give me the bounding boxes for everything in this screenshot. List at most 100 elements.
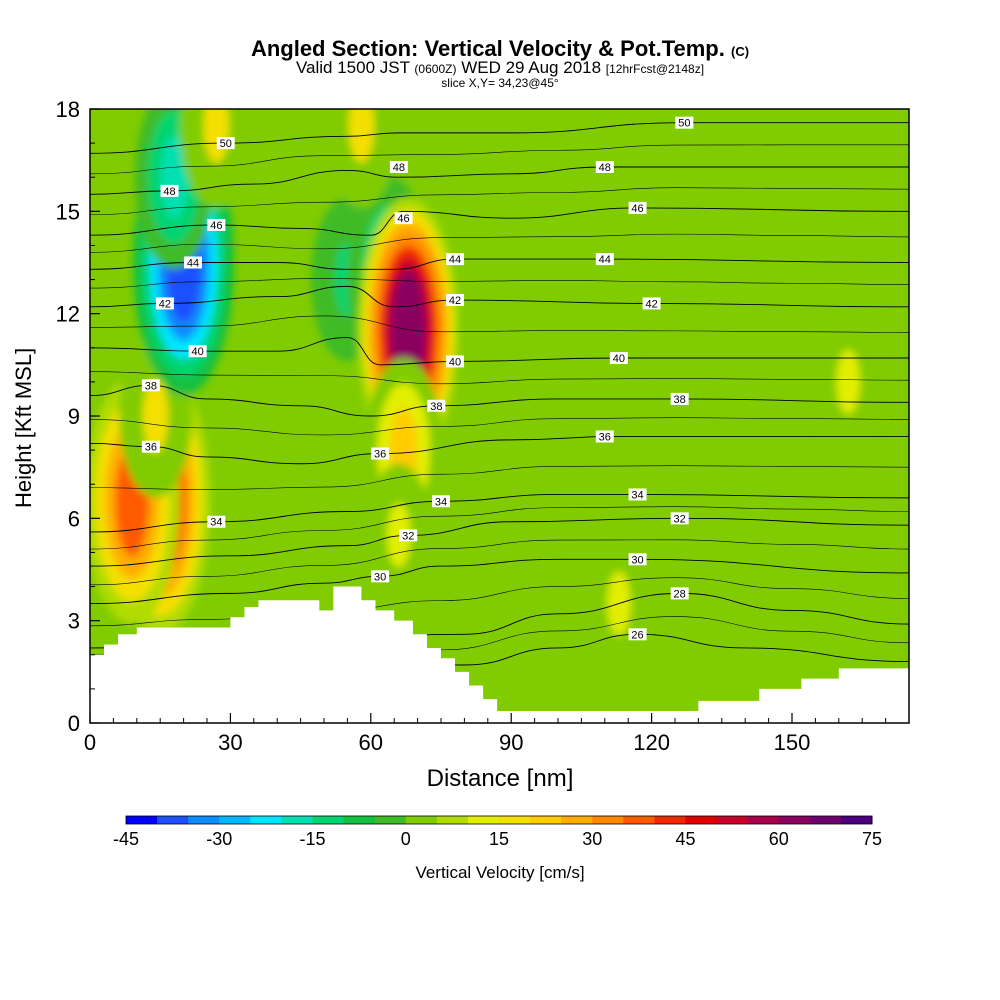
contour-label: 36 bbox=[595, 430, 614, 443]
contour-label: 26 bbox=[628, 628, 647, 641]
x-axis-title: Distance [nm] bbox=[426, 765, 574, 792]
contour-label: 34 bbox=[207, 515, 226, 529]
contour-label-text: 32 bbox=[402, 530, 414, 542]
contour-label: 38 bbox=[141, 379, 160, 392]
contour-label-bg bbox=[642, 297, 661, 310]
colorbar-swatch bbox=[623, 816, 655, 824]
contour-label-bg bbox=[188, 345, 207, 358]
contour-label-text: 44 bbox=[449, 254, 461, 266]
colorbar-swatch bbox=[405, 816, 438, 824]
colorbar-tick-label: 0 bbox=[401, 829, 411, 849]
colorbar-tick-label: 60 bbox=[769, 829, 789, 849]
contour-label-text: 46 bbox=[210, 220, 222, 232]
contour-label-bg bbox=[609, 352, 628, 365]
colorbar-swatch bbox=[281, 816, 313, 824]
colorbar-swatch bbox=[219, 816, 251, 824]
chart-title-unit: (C) bbox=[731, 44, 750, 59]
contour-label-bg bbox=[371, 570, 390, 583]
contour-label: 46 bbox=[628, 201, 647, 215]
contour-label-text: 48 bbox=[163, 186, 175, 198]
velocity-cell bbox=[142, 379, 169, 453]
contour-label: 50 bbox=[216, 137, 235, 150]
colorbar-swatch bbox=[436, 816, 469, 824]
contour-label-text: 36 bbox=[599, 431, 611, 443]
contour-label-text: 36 bbox=[374, 449, 386, 461]
contour-label-text: 30 bbox=[631, 554, 643, 566]
chart-title: Angled Section: Vertical Velocity & Pot.… bbox=[0, 36, 1000, 62]
x-tick-label: 150 bbox=[774, 730, 811, 755]
contour-minor bbox=[90, 278, 909, 289]
colorbar-swatch bbox=[343, 816, 376, 824]
contour-minor bbox=[90, 371, 909, 385]
contour-label: 40 bbox=[609, 352, 628, 365]
velocity-cell bbox=[348, 109, 375, 163]
y-tick-label: 9 bbox=[68, 404, 80, 429]
contour-label-text: 50 bbox=[220, 138, 232, 150]
colorbar-tick-label: -45 bbox=[113, 829, 139, 849]
contour-label-text: 42 bbox=[645, 298, 657, 310]
x-tick-label: 60 bbox=[359, 730, 383, 755]
contour-48 bbox=[90, 166, 909, 195]
contour-label: 32 bbox=[670, 512, 689, 525]
contour-42 bbox=[90, 285, 909, 308]
terrain-mask bbox=[90, 586, 909, 723]
y-tick-label: 12 bbox=[56, 302, 80, 327]
contour-label-text: 34 bbox=[210, 517, 222, 529]
contour-label-bg bbox=[141, 440, 160, 453]
contour-label-text: 46 bbox=[397, 213, 409, 225]
contour-label-bg bbox=[670, 512, 689, 525]
colorbar-swatch bbox=[499, 816, 531, 824]
contour-label-bg bbox=[670, 587, 689, 600]
terrain bbox=[90, 586, 909, 723]
contour-label-bg bbox=[628, 201, 647, 214]
subtitle-zulu: (0600Z) bbox=[414, 62, 457, 76]
velocity-cell bbox=[203, 109, 230, 163]
colorbar-swatch bbox=[716, 816, 749, 824]
colorbar-swatch bbox=[250, 816, 282, 824]
contour-label-bg bbox=[216, 137, 235, 150]
contour-label: 36 bbox=[141, 440, 160, 454]
colorbar-swatch bbox=[592, 816, 624, 824]
colorbar-swatch bbox=[126, 816, 158, 824]
velocity-cell bbox=[836, 349, 860, 415]
contour-label-bg bbox=[432, 495, 450, 508]
colorbar-swatch bbox=[654, 816, 686, 824]
subtitle-forecast: [12hrFcst@2148z] bbox=[605, 62, 705, 76]
contour-label-text: 34 bbox=[435, 496, 447, 508]
slice-info: slice X,Y= 34,23@45° bbox=[441, 76, 559, 90]
colorbar-swatch bbox=[530, 816, 562, 824]
contour-label-bg bbox=[595, 253, 614, 266]
contour-label: 28 bbox=[670, 587, 689, 600]
colorbar-tick-label: 75 bbox=[862, 829, 882, 849]
colorbar-swatch bbox=[312, 816, 345, 824]
colorbar-tick-label: 30 bbox=[582, 829, 602, 849]
y-tick-label: 3 bbox=[68, 609, 80, 634]
contour-label-text: 28 bbox=[674, 588, 686, 600]
contour-label-bg bbox=[183, 256, 202, 269]
contour-label: 36 bbox=[371, 447, 390, 461]
contour-label: 38 bbox=[427, 399, 446, 413]
contour-label-text: 26 bbox=[631, 629, 643, 641]
colorbar-swatch bbox=[685, 816, 718, 824]
contour-label-text: 44 bbox=[187, 258, 199, 270]
colorbar-label: Vertical Velocity [cm/s] bbox=[415, 863, 585, 882]
x-tick-label: 90 bbox=[499, 730, 523, 755]
colorbar-tick-label: 45 bbox=[675, 829, 695, 849]
contour-label-text: 38 bbox=[674, 394, 686, 406]
colorbar-swatch bbox=[188, 816, 220, 824]
y-tick-label: 0 bbox=[68, 711, 80, 736]
velocity-cell bbox=[160, 135, 188, 219]
colorbar-swatch bbox=[467, 816, 500, 824]
x-tick-label: 30 bbox=[218, 730, 242, 755]
contour-label-text: 40 bbox=[613, 353, 625, 365]
x-tick-label: 120 bbox=[633, 730, 670, 755]
contour-minor bbox=[90, 144, 909, 175]
contour-label-bg bbox=[155, 297, 174, 310]
contour-label: 48 bbox=[160, 184, 179, 198]
contour-label: 44 bbox=[446, 253, 465, 266]
contour-label-text: 50 bbox=[678, 118, 690, 130]
contour-label-text: 40 bbox=[192, 346, 204, 358]
contour-label-bg bbox=[595, 430, 614, 443]
contour-label-bg bbox=[141, 379, 160, 392]
